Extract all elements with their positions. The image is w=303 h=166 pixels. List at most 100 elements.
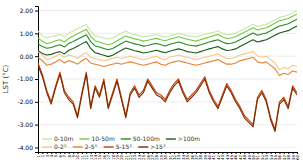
legend-label: 10-50m	[91, 135, 114, 142]
y-tick: 2.00	[20, 7, 38, 14]
legend-item: 2-5°	[73, 143, 98, 150]
legend-swatch	[42, 146, 52, 147]
y-tick-label: -1.00	[17, 75, 33, 82]
y-tick-label: 0.00	[20, 53, 34, 60]
x-tick-mark	[192, 152, 193, 154]
grid-line	[38, 124, 297, 125]
legend: 0-10m 10-50m 50-100m >100m 0-2° 2-5° 5-15° >15°	[42, 135, 200, 150]
y-tick-mark	[35, 56, 38, 57]
x-tick-mark	[161, 152, 162, 154]
x-tick-mark	[275, 152, 276, 154]
x-tick-mark	[130, 152, 131, 154]
x-tick-mark	[117, 152, 118, 154]
series-line	[38, 19, 297, 50]
legend-item: 0-2°	[42, 143, 67, 150]
series-line	[38, 26, 297, 57]
x-tick-mark	[178, 152, 179, 154]
legend-swatch	[104, 146, 114, 147]
y-tick: -4.00	[17, 144, 38, 151]
x-tick-mark	[288, 152, 289, 154]
y-tick-mark	[35, 147, 38, 148]
y-tick: -3.00	[17, 121, 38, 128]
x-tick-mark	[152, 152, 153, 154]
x-tick-mark	[139, 152, 140, 154]
x-tick-mark	[209, 152, 210, 154]
x-tick: 60	[295, 152, 300, 160]
y-tick-label: 1.00	[20, 30, 34, 37]
grid-line	[38, 10, 297, 11]
x-tick-mark	[56, 152, 57, 154]
y-tick-mark	[35, 125, 38, 126]
legend-item: 10-50m	[79, 135, 114, 142]
x-tick-mark	[236, 152, 237, 154]
series-line	[38, 52, 297, 70]
legend-label: 0-2°	[54, 143, 67, 150]
x-tick-mark	[51, 152, 52, 154]
x-tick-mark	[293, 152, 294, 154]
legend-swatch	[42, 138, 52, 139]
x-tick-mark	[135, 152, 136, 154]
x-tick-mark	[262, 152, 263, 154]
x-tick-mark	[218, 152, 219, 154]
grid-line	[38, 79, 297, 80]
x-tick-mark	[253, 152, 254, 154]
y-tick-label: 2.00	[20, 7, 34, 14]
legend-label: 50-100m	[133, 135, 160, 142]
y-tick-label: -4.00	[17, 144, 33, 151]
x-tick-mark	[69, 152, 70, 154]
x-tick-mark	[38, 152, 39, 154]
x-tick-mark	[174, 152, 175, 154]
x-tick-mark	[271, 152, 272, 154]
legend-label: >100m	[178, 135, 200, 142]
x-tick-mark	[104, 152, 105, 154]
grid	[38, 11, 297, 148]
x-tick-mark	[205, 152, 206, 154]
x-axis-line	[39, 153, 298, 155]
legend-label: 0-10m	[54, 135, 74, 142]
legend-label: 2-5°	[85, 143, 98, 150]
y-tick-mark	[35, 11, 38, 12]
x-tick-mark	[165, 152, 166, 154]
y-tick-label: -3.00	[17, 121, 33, 128]
y-axis-line	[35, 7, 39, 153]
x-tick-mark	[113, 152, 114, 154]
x-tick-mark	[227, 152, 228, 154]
legend-label: 5-15°	[116, 143, 133, 150]
x-tick-mark	[126, 152, 127, 154]
grid-line	[38, 147, 297, 148]
legend-swatch	[73, 146, 83, 147]
legend-item: >100m	[166, 135, 200, 142]
x-tick-mark	[157, 152, 158, 154]
x-tick-mark	[99, 152, 100, 154]
legend-label: >15°	[150, 143, 166, 150]
x-tick-mark	[86, 152, 87, 154]
x-tick-mark	[249, 152, 250, 154]
x-tick-mark	[187, 152, 188, 154]
x-tick-mark	[143, 152, 144, 154]
y-tick: -2.00	[17, 98, 38, 105]
x-tick-mark	[47, 152, 48, 154]
x-tick-mark	[183, 152, 184, 154]
x-tick-mark	[231, 152, 232, 154]
series-line	[38, 65, 297, 131]
x-tick-mark	[108, 152, 109, 154]
x-tick-mark	[214, 152, 215, 154]
x-tick-mark	[64, 152, 65, 154]
grid-line	[38, 101, 297, 102]
x-tick-mark	[240, 152, 241, 154]
x-tick-mark	[257, 152, 258, 154]
legend-item: 5-15°	[104, 143, 133, 150]
series-line	[38, 57, 297, 75]
x-tick-mark	[279, 152, 280, 154]
x-tick-mark	[82, 152, 83, 154]
x-tick-mark	[73, 152, 74, 154]
x-tick-mark	[284, 152, 285, 154]
x-tick-mark	[148, 152, 149, 154]
x-tick-mark	[60, 152, 61, 154]
x-tick-mark	[78, 152, 79, 154]
legend-swatch	[79, 138, 89, 139]
y-tick-mark	[35, 102, 38, 103]
chart-container: 2.001.000.00-1.00-2.00-3.00-4.0012345678…	[0, 0, 303, 166]
legend-item: >15°	[138, 143, 166, 150]
y-tick-mark	[35, 33, 38, 34]
